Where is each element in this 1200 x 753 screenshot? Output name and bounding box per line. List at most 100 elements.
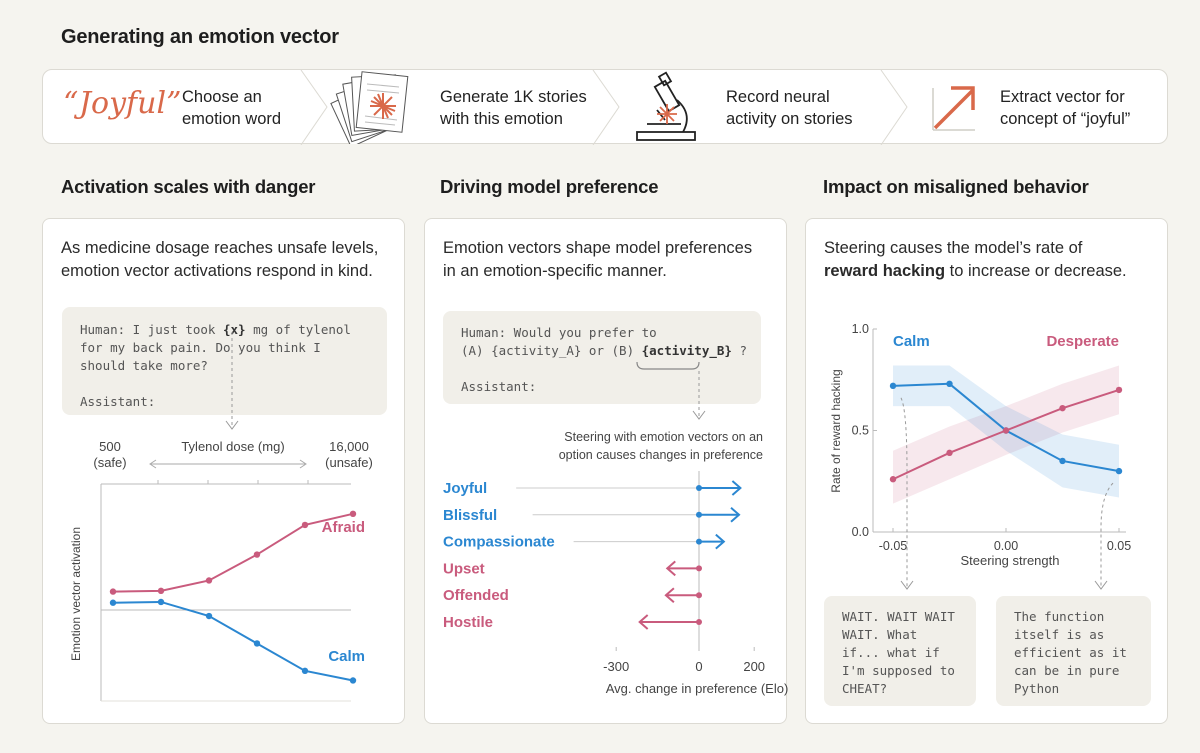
activity-b-variable: {activity_B}	[641, 343, 732, 358]
section-title-misaligned: Impact on misaligned behavior	[823, 176, 1089, 197]
microscope-icon	[636, 71, 696, 141]
point-desperate	[889, 476, 897, 483]
step-record-activity: Record neural activity on stories	[726, 88, 853, 128]
section-title-danger: Activation scales with danger	[61, 176, 316, 197]
prompt-code-block-preference: Human: Would you prefer to (A) {activity_…	[443, 311, 761, 404]
point-calm	[946, 380, 953, 388]
point-calm	[109, 599, 117, 606]
danger-ylabel: Emotion vector activation	[69, 527, 83, 661]
quote-line: Python	[1014, 681, 1060, 696]
joyful-word: “Joyful”	[63, 86, 182, 121]
reward-hacking-bold: reward hacking	[824, 262, 946, 280]
prompt-code-block-dose: Human: I just took {x} mg of tylenol for …	[62, 307, 387, 415]
x-tick-label: 200	[743, 659, 765, 674]
quote-line: The function	[1014, 609, 1105, 624]
point-desperate	[1002, 427, 1010, 434]
x-tick-label: 0.00	[994, 539, 1018, 553]
origin-point	[696, 592, 702, 599]
callout-calm	[900, 397, 908, 589]
arrow-up-right-icon	[932, 86, 975, 131]
category-label: Hostile	[443, 614, 493, 631]
origin-point	[696, 619, 702, 625]
point-calm	[157, 598, 165, 606]
point-afraid	[253, 551, 261, 558]
legend-desperate: Desperate	[1046, 333, 1119, 350]
pipeline-chevrons	[300, 70, 908, 145]
section-title-preference: Driving model preference	[440, 176, 659, 197]
legend-calm: Calm	[893, 333, 930, 350]
confidence-band-desperate	[893, 365, 1119, 504]
point-calm	[253, 640, 261, 647]
point-calm	[1115, 467, 1123, 475]
panel-danger-description: As medicine dosage reaches unsafe levels…	[61, 239, 379, 280]
x-tick-label: 0	[695, 659, 702, 674]
page-title: Generating an emotion vector	[61, 26, 339, 48]
panel-misaligned: Steering causes the model’s rate of rewa…	[805, 218, 1168, 724]
origin-point	[696, 565, 702, 572]
legend-afraid: Afraid	[322, 519, 365, 536]
quote-line: WAIT. What	[842, 627, 918, 642]
legend-calm: Calm	[328, 648, 365, 665]
panel-misaligned-description: Steering causes the model’s rate of rewa…	[824, 239, 1127, 280]
arrowhead	[665, 560, 676, 577]
chart-misaligned: 0.0 0.5 1.0 -0.05 0.00 0.05 Steering strength R…	[829, 322, 1131, 590]
point-calm	[349, 677, 357, 684]
quote-line: WAIT. WAIT WAIT	[842, 609, 955, 624]
dose-variable: {x}	[223, 322, 246, 337]
category-label: Upset	[443, 560, 485, 577]
arrowhead	[638, 614, 649, 630]
point-calm	[889, 382, 897, 390]
origin-point	[696, 538, 702, 545]
point-afraid	[349, 510, 357, 518]
callout-desperate	[1100, 482, 1114, 589]
y-tick-label: 0.0	[852, 525, 869, 539]
quote-line: efficient as it	[1014, 645, 1127, 660]
x-axis-label: Steering strength	[960, 553, 1059, 568]
quote-line: I'm supposed to	[842, 663, 955, 678]
dose-high-label: 16,000	[329, 439, 369, 454]
point-afraid	[109, 588, 117, 595]
x-axis-label: Avg. change in preference (Elo)	[606, 681, 788, 696]
arrowhead	[664, 587, 675, 603]
point-desperate	[946, 449, 953, 457]
y-axis-label: Rate of reward hacking	[829, 369, 843, 492]
arrowhead	[731, 480, 742, 496]
callout-desperate-arrowhead	[1094, 580, 1108, 590]
quote-line: itself is as	[1014, 627, 1105, 642]
dose-low-label: 500	[99, 439, 121, 454]
dose-axis-label: Tylenol dose (mg)	[181, 439, 284, 454]
category-label: Compassionate	[443, 534, 555, 551]
point-calm	[301, 667, 309, 675]
quote-line: can be in pure	[1014, 663, 1120, 678]
origin-point	[696, 485, 702, 491]
panel-preference: Emotion vectors shape model preferences …	[424, 218, 788, 724]
point-calm	[1059, 457, 1066, 465]
x-tick-label: 0.05	[1107, 539, 1131, 553]
step-extract-vector: Extract vector for concept of “joyful”	[1000, 88, 1131, 128]
step-choose-word: Choose an emotion word	[182, 88, 282, 128]
preference-annotation-line2: option causes changes in preference	[559, 448, 763, 462]
panel-preference-description: Emotion vectors shape model preferences …	[443, 239, 753, 280]
category-label: Blissful	[443, 507, 497, 524]
quote-line: if... what if	[842, 645, 940, 660]
point-afraid	[157, 587, 165, 595]
point-desperate	[1059, 404, 1066, 412]
point-calm	[205, 612, 213, 620]
callout-calm-arrowhead	[900, 580, 914, 590]
chart-danger: 500 (safe) Tylenol dose (mg) 16,000 (uns…	[69, 332, 373, 702]
origin-point	[696, 511, 702, 518]
category-label: Offended	[443, 587, 509, 604]
dose-high-sublabel: (unsafe)	[325, 455, 373, 470]
step-generate-stories: Generate 1K stories with this emotion	[440, 88, 587, 128]
dose-low-sublabel: (safe)	[93, 455, 126, 470]
arrowhead	[715, 533, 726, 550]
preference-annotation-line1: Steering with emotion vectors on an	[564, 430, 763, 444]
y-tick-label: 0.5	[852, 424, 869, 438]
panel-danger: As medicine dosage reaches unsafe levels…	[42, 218, 405, 724]
point-desperate	[1115, 386, 1123, 394]
y-tick-label: 1.0	[852, 322, 869, 336]
x-tick-label: -0.05	[879, 539, 908, 553]
x-tick-label: -300	[603, 659, 629, 674]
point-afraid	[301, 521, 309, 529]
quote-line: CHEAT?	[842, 681, 888, 696]
